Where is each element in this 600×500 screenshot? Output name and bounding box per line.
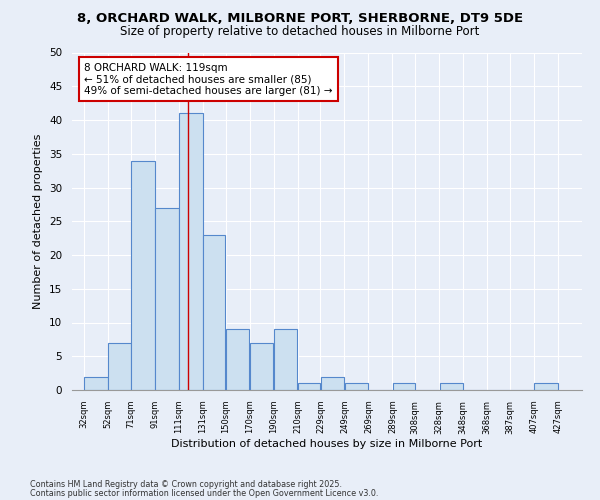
- Text: 8, ORCHARD WALK, MILBORNE PORT, SHERBORNE, DT9 5DE: 8, ORCHARD WALK, MILBORNE PORT, SHERBORN…: [77, 12, 523, 26]
- Bar: [250, 343, 273, 390]
- Y-axis label: Number of detached properties: Number of detached properties: [34, 134, 43, 309]
- Bar: [155, 208, 179, 390]
- Bar: [274, 329, 297, 390]
- Text: Contains HM Land Registry data © Crown copyright and database right 2025.: Contains HM Land Registry data © Crown c…: [30, 480, 342, 489]
- Bar: [131, 160, 155, 390]
- Bar: [226, 329, 250, 390]
- Bar: [179, 114, 203, 390]
- Bar: [298, 383, 320, 390]
- Text: Contains public sector information licensed under the Open Government Licence v3: Contains public sector information licen…: [30, 488, 379, 498]
- Bar: [439, 383, 463, 390]
- Bar: [344, 383, 368, 390]
- Text: 8 ORCHARD WALK: 119sqm
← 51% of detached houses are smaller (85)
49% of semi-det: 8 ORCHARD WALK: 119sqm ← 51% of detached…: [84, 62, 332, 96]
- Bar: [320, 376, 344, 390]
- Bar: [203, 235, 226, 390]
- Bar: [108, 343, 131, 390]
- Bar: [84, 376, 108, 390]
- Text: Size of property relative to detached houses in Milborne Port: Size of property relative to detached ho…: [121, 25, 479, 38]
- X-axis label: Distribution of detached houses by size in Milborne Port: Distribution of detached houses by size …: [172, 440, 482, 450]
- Bar: [534, 383, 558, 390]
- Bar: [392, 383, 415, 390]
